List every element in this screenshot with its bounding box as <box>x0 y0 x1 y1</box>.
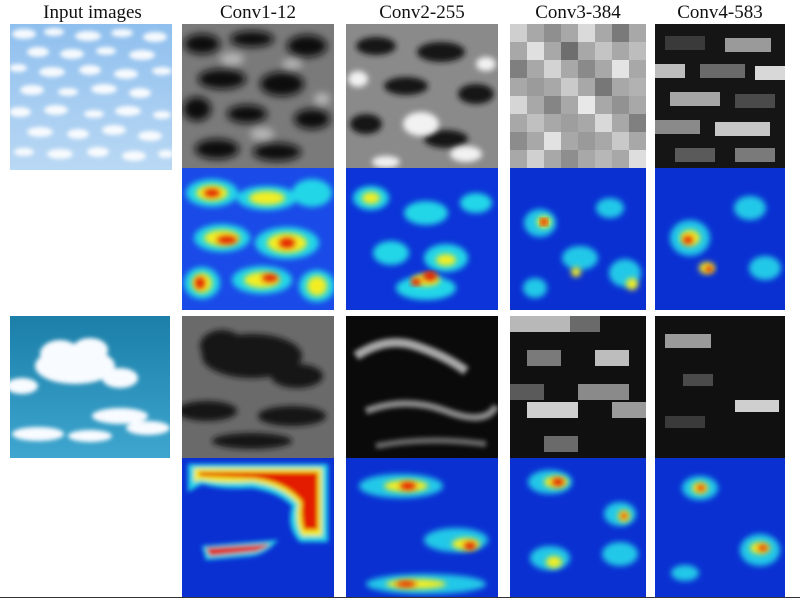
feature-map-conv1-row1 <box>182 24 334 168</box>
feature-map-conv3-row2 <box>510 316 646 458</box>
header-conv4: Conv4-583 <box>677 2 763 23</box>
heatmap-conv1-row1 <box>182 168 334 310</box>
input-image-cirrocumulus <box>10 24 172 170</box>
feature-map-conv2-row1 <box>346 24 498 168</box>
header-conv3: Conv3-384 <box>535 2 621 23</box>
bottom-divider <box>0 597 800 598</box>
heatmap-conv4-row1 <box>655 168 785 310</box>
heatmap-conv2-row1 <box>346 168 498 310</box>
feature-map-conv4-row1 <box>655 24 785 168</box>
heatmap-conv3-row2 <box>510 458 646 598</box>
feature-map-conv1-row2 <box>182 316 334 458</box>
header-conv1: Conv1-12 <box>220 2 296 23</box>
heatmap-conv2-row2 <box>346 458 498 598</box>
header-conv2: Conv2-255 <box>379 2 465 23</box>
header-input-images: Input images <box>43 2 142 23</box>
feature-map-conv3-row1 <box>510 24 646 168</box>
feature-map-conv4-row2 <box>655 316 785 458</box>
heatmap-conv3-row1 <box>510 168 646 310</box>
heatmap-conv4-row2 <box>655 458 785 598</box>
heatmap-conv1-row2 <box>182 458 334 598</box>
input-image-cumulus <box>10 316 170 458</box>
feature-map-conv2-row2 <box>346 316 498 458</box>
